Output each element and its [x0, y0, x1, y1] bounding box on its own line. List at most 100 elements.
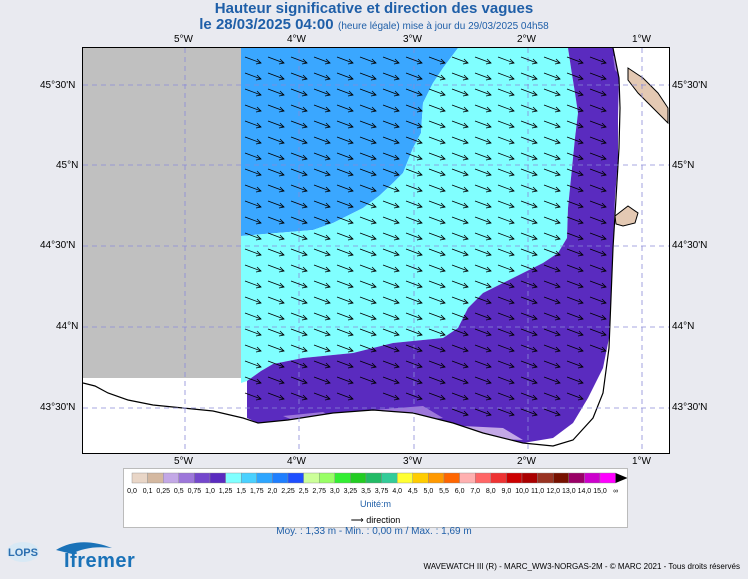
- legend-label: 5,5: [439, 488, 449, 495]
- legend-swatch: [209, 472, 226, 484]
- direction-arrow: [267, 312, 285, 320]
- direction-arrow-head: [554, 282, 561, 289]
- direction-arrow-head: [255, 298, 262, 305]
- direction-arrow: [313, 232, 331, 240]
- direction-arrow-head: [347, 154, 354, 161]
- direction-arrow-head: [531, 330, 538, 337]
- direction-arrow: [543, 120, 561, 128]
- direction-arrow-head: [531, 170, 538, 177]
- direction-arrow-head: [416, 282, 423, 289]
- direction-arrow: [244, 280, 262, 288]
- direction-arrow: [428, 248, 446, 256]
- direction-arrow-head: [554, 234, 561, 241]
- direction-arrow-head: [255, 170, 262, 177]
- direction-arrow-head: [485, 74, 492, 81]
- direction-arrow: [290, 88, 308, 96]
- direction-arrow-head: [577, 298, 584, 305]
- direction-arrow-head: [255, 90, 262, 97]
- direction-arrow: [359, 104, 377, 112]
- direction-arrow: [290, 216, 308, 224]
- wave-band-2: [241, 48, 578, 383]
- direction-arrow-head: [278, 58, 285, 65]
- direction-arrow: [497, 168, 515, 176]
- legend-swatch: [194, 472, 211, 484]
- direction-arrow: [382, 344, 400, 352]
- direction-arrow: [474, 120, 492, 128]
- direction-arrow-head: [255, 218, 262, 225]
- direction-arrow-head: [462, 90, 469, 97]
- nodata-region: [83, 48, 241, 378]
- direction-arrow-head: [416, 330, 423, 337]
- legend-swatch: [428, 472, 445, 484]
- wave-map[interactable]: [82, 47, 670, 454]
- direction-arrow: [451, 360, 469, 368]
- direction-arrow-head: [416, 58, 423, 65]
- direction-arrow: [474, 296, 492, 304]
- direction-arrow: [359, 296, 377, 304]
- direction-arrow: [290, 232, 308, 240]
- direction-arrow-head: [255, 250, 262, 257]
- direction-arrow-head: [531, 58, 538, 65]
- direction-arrow: [451, 152, 469, 160]
- direction-arrow-head: [531, 298, 538, 305]
- direction-arrow-head: [554, 218, 561, 225]
- direction-arrow-head: [347, 58, 354, 65]
- direction-arrow: [405, 216, 423, 224]
- direction-arrow: [589, 104, 607, 112]
- direction-arrow: [520, 56, 538, 64]
- direction-arrow: [382, 248, 400, 256]
- direction-arrow-head: [600, 218, 607, 225]
- direction-arrow: [267, 216, 285, 224]
- direction-arrow: [382, 392, 400, 400]
- direction-arrow-head: [278, 90, 285, 97]
- direction-arrow-head: [324, 122, 331, 129]
- direction-arrow-head: [278, 250, 285, 257]
- direction-arrow-head: [255, 74, 262, 81]
- direction-arrow-head: [462, 170, 469, 177]
- direction-arrow: [543, 328, 561, 336]
- direction-arrow: [543, 88, 561, 96]
- direction-arrow: [359, 264, 377, 272]
- direction-arrow-head: [577, 250, 584, 257]
- direction-arrow: [267, 248, 285, 256]
- direction-arrow-head: [485, 186, 492, 193]
- legend-label: 2,25: [281, 488, 295, 495]
- direction-arrow: [290, 264, 308, 272]
- direction-arrow: [382, 72, 400, 80]
- direction-arrow: [543, 152, 561, 160]
- direction-arrow: [405, 104, 423, 112]
- direction-arrow-head: [255, 122, 262, 129]
- direction-arrow: [313, 152, 331, 160]
- direction-arrow: [405, 376, 423, 384]
- direction-arrow-head: [462, 394, 469, 401]
- direction-arrow-head: [416, 314, 423, 321]
- direction-arrow: [589, 344, 607, 352]
- direction-arrow: [290, 104, 308, 112]
- direction-arrow-head: [485, 282, 492, 289]
- direction-arrow-head: [600, 170, 607, 177]
- direction-arrow-head: [508, 314, 515, 321]
- direction-arrow-head: [347, 122, 354, 129]
- direction-arrow: [428, 312, 446, 320]
- lat-tick-left: 45°30'N: [40, 80, 76, 91]
- direction-arrow: [451, 328, 469, 336]
- direction-arrow-head: [416, 122, 423, 129]
- direction-arrow: [290, 296, 308, 304]
- direction-arrow: [566, 360, 584, 368]
- direction-arrow: [267, 280, 285, 288]
- direction-arrow: [244, 168, 262, 176]
- direction-arrow: [359, 344, 377, 352]
- direction-arrow: [451, 168, 469, 176]
- direction-arrow: [313, 200, 331, 208]
- direction-arrow: [290, 376, 308, 384]
- direction-arrow: [497, 264, 515, 272]
- direction-arrow-head: [393, 74, 400, 81]
- direction-arrow-head: [485, 170, 492, 177]
- legend-swatch: [334, 472, 351, 484]
- direction-arrow: [474, 264, 492, 272]
- direction-arrow-head: [301, 154, 308, 161]
- direction-arrow-head: [508, 218, 515, 225]
- direction-arrow-head: [554, 58, 561, 65]
- legend-swatch: [553, 472, 570, 484]
- direction-arrow-head: [393, 202, 400, 209]
